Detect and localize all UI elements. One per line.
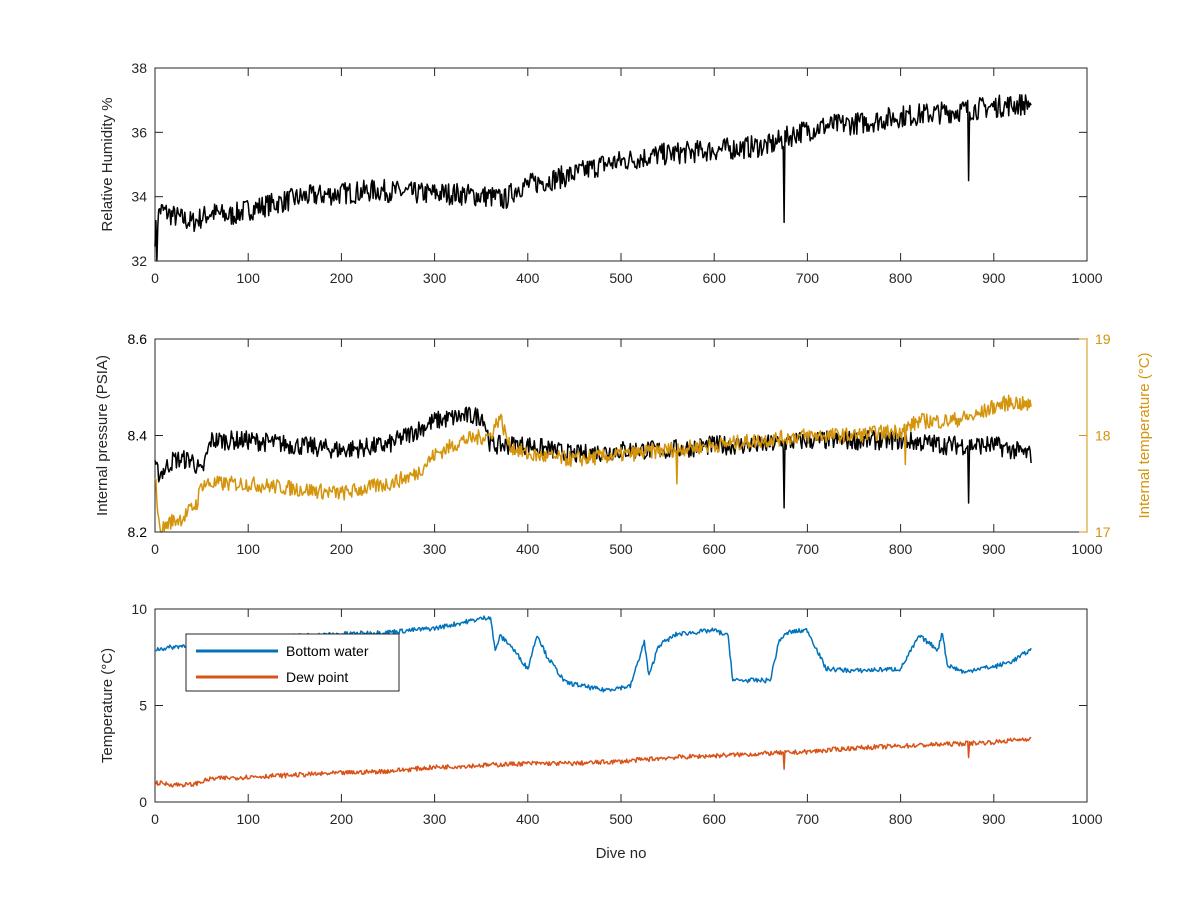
dew-point-line: [154, 736, 1032, 788]
humidity-panel: 0 100 200 300 400 500 600 700 800 900 1000 32 34 36 38…: [99, 60, 1103, 286]
humidity-x-tick-label: 800: [889, 270, 913, 286]
legend-label-dew-point: Dew point: [286, 669, 348, 685]
temperature-y-tick-label: 10: [131, 601, 147, 617]
pressure-y-tick-label: 8.4: [128, 428, 148, 444]
temperature-x-tick-label: 900: [982, 811, 1006, 827]
humidity-x-tick-label: 1000: [1071, 270, 1102, 286]
x-axis-label: Dive no: [596, 845, 647, 862]
humidity-y-tick-label: 36: [131, 124, 147, 140]
temperature-x-tick-label: 100: [237, 811, 261, 827]
humidity-x-tick-label: 900: [982, 270, 1006, 286]
temperature-x-tick-label: 400: [516, 811, 540, 827]
humidity-tick-layer: 0 100 200 300 400 500 600 700 800 900 1000 32 34 36 38: [131, 60, 1102, 286]
legend: Bottom water Dew point: [185, 633, 400, 692]
pressure-x-tick-label: 800: [889, 541, 913, 557]
humidity-y-tick-label: 34: [131, 189, 147, 205]
humidity-x-tick-label: 300: [423, 270, 447, 286]
temperature-y-axis-label: Temperature (°C): [99, 648, 116, 763]
pressure-x-tick-label: 0: [151, 541, 159, 557]
humidity-x-tick-label: 700: [796, 270, 820, 286]
pressure-x-tick-label: 600: [703, 541, 727, 557]
legend-box: [185, 633, 400, 692]
pressure-x-tick-label: 400: [516, 541, 540, 557]
temperature-x-tick-label: 300: [423, 811, 447, 827]
pressure-series-layer: [154, 394, 1032, 533]
humidity-y-tick-label: 32: [131, 253, 147, 269]
temperature-x-tick-label: 700: [796, 811, 820, 827]
humidity-y-tick-label: 38: [131, 60, 147, 76]
pressure-x-tick-label: 1000: [1071, 541, 1102, 557]
pressure-x-tick-label: 700: [796, 541, 820, 557]
humidity-x-tick-label: 0: [151, 270, 159, 286]
pressure-tick-layer: 0 100 200 300 400 500 600 700 800 900 1000 8.2 8.4 8.…: [128, 331, 1111, 557]
temperature-y-tick-label: 5: [139, 698, 147, 714]
humidity-x-tick-label: 200: [330, 270, 354, 286]
temperature-x-tick-label: 600: [703, 811, 727, 827]
pressure-y-tick-label: 8.6: [128, 331, 148, 347]
pressure-x-tick-label: 300: [423, 541, 447, 557]
pressure-x-tick-label: 500: [609, 541, 633, 557]
humidity-x-tick-label: 500: [609, 270, 633, 286]
temperature-x-tick-label: 200: [330, 811, 354, 827]
pressure-temperature-panel: 0 100 200 300 400 500 600 700 800 900 1000 8.2 8.4 8.…: [94, 331, 1153, 557]
temperature-x-tick-label: 800: [889, 811, 913, 827]
temperature-x-tick-label: 1000: [1071, 811, 1102, 827]
temperature-tick-layer: 0 100 200 300 400 500 600 700 800 900 1000 0 5 10: [131, 601, 1102, 827]
pressure-y-axis-label: Internal pressure (PSIA): [94, 355, 111, 516]
temperature-x-tick-label: 0: [151, 811, 159, 827]
temperature-y-tick-label: 0: [139, 794, 147, 810]
pressure-x-tick-label: 100: [237, 541, 261, 557]
temperature-y2-axis-label: Internal temperature (°C): [1136, 352, 1153, 518]
temperature-panel: 0 100 200 300 400 500 600 700 800 900 1000 0 5 10 Tem…: [99, 601, 1103, 862]
humidity-x-tick-label: 400: [516, 270, 540, 286]
humidity-series-0-line: [154, 93, 1032, 262]
humidity-y-axis-label: Relative Humidity %: [99, 97, 116, 231]
humidity-x-tick-label: 100: [237, 270, 261, 286]
pressure-x-tick-label: 200: [330, 541, 354, 557]
pressure-y2-tick-label: 19: [1095, 331, 1111, 347]
pressure-series-1-line: [154, 394, 1032, 533]
humidity-x-tick-label: 600: [703, 270, 727, 286]
temperature-x-tick-label: 500: [609, 811, 633, 827]
pressure-y2-tick-label: 17: [1095, 524, 1111, 540]
pressure-y2-tick-label: 18: [1095, 428, 1111, 444]
legend-label-bottom-water: Bottom water: [286, 643, 369, 659]
pressure-y-tick-label: 8.2: [128, 524, 148, 540]
pressure-x-tick-label: 900: [982, 541, 1006, 557]
humidity-series-layer: [154, 93, 1032, 262]
pressure-axes-box: [154, 338, 1088, 533]
